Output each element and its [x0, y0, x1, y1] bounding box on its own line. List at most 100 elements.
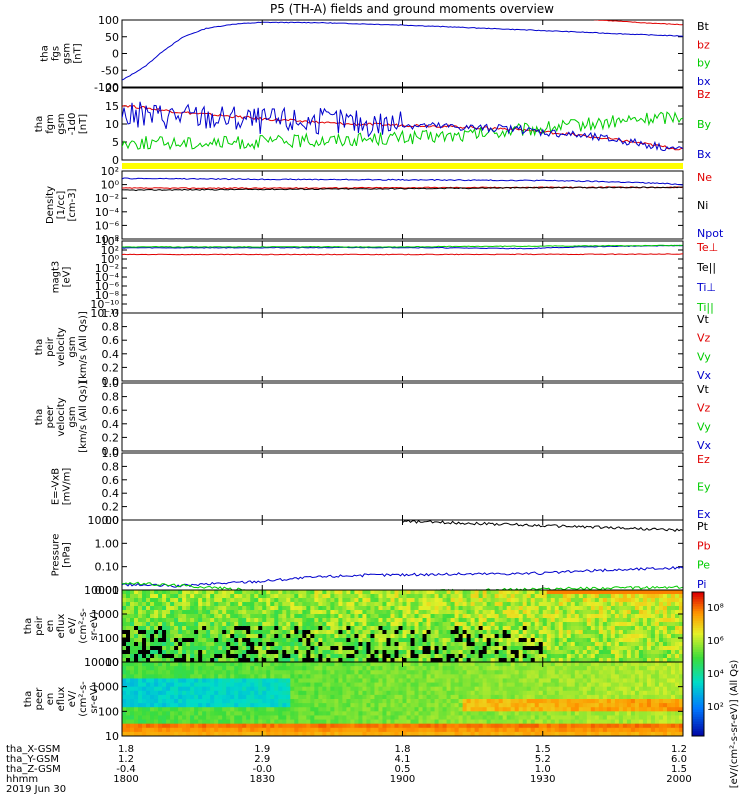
heatmap-cell	[334, 723, 339, 729]
heatmap-cell	[250, 731, 255, 737]
heatmap-cell	[162, 622, 167, 627]
heatmap-cell	[246, 694, 251, 700]
heatmap-cell	[186, 618, 191, 623]
heatmap-cell	[290, 650, 295, 655]
heatmap-cell	[326, 658, 331, 663]
heatmap-cell	[258, 715, 263, 721]
heatmap-cell	[354, 618, 359, 623]
heatmap-cell	[434, 606, 440, 611]
heatmap-cell	[354, 610, 359, 615]
heatmap-cell	[534, 622, 540, 627]
heatmap-cell	[322, 614, 327, 619]
heatmap-cell	[438, 646, 444, 651]
heatmap-cell	[290, 670, 295, 675]
heatmap-cell	[170, 614, 175, 619]
heatmap-cell	[666, 618, 672, 623]
heatmap-cell	[518, 723, 524, 729]
heatmap-cell	[318, 606, 323, 611]
heatmap-cell	[670, 614, 676, 619]
heatmap-cell	[398, 590, 403, 595]
heatmap-cell	[438, 662, 444, 667]
heatmap-cell	[166, 650, 171, 655]
heatmap-cell	[602, 642, 608, 647]
heatmap-cell	[218, 650, 223, 655]
heatmap-cell	[438, 674, 444, 679]
heatmap-cell	[326, 642, 331, 647]
heatmap-cell	[174, 638, 179, 643]
heatmap-cell	[234, 622, 239, 627]
heatmap-cell	[646, 610, 652, 615]
heatmap-cell	[590, 727, 596, 733]
heatmap-cell	[162, 715, 167, 721]
heatmap-cell	[442, 719, 448, 725]
heatmap-cell	[430, 658, 436, 663]
legend-green: By	[697, 118, 712, 131]
heatmap-cell	[194, 715, 199, 721]
heatmap-cell	[606, 610, 612, 615]
heatmap-cell	[542, 658, 548, 663]
heatmap-cell	[450, 715, 456, 721]
heatmap-cell	[262, 670, 267, 675]
heatmap-cell	[142, 719, 147, 725]
heatmap-cell	[278, 618, 283, 623]
heatmap-cell	[450, 707, 456, 712]
heatmap-cell	[258, 703, 263, 708]
heatmap-cell	[502, 634, 508, 639]
heatmap-cell	[170, 711, 175, 716]
heatmap-cell	[342, 711, 347, 716]
heatmap-cell	[182, 594, 187, 599]
heatmap-cell	[134, 626, 139, 631]
heatmap-cell	[594, 670, 600, 675]
heatmap-cell	[246, 703, 251, 708]
heatmap-cell	[574, 602, 580, 607]
heatmap-cell	[514, 731, 520, 737]
heatmap-cell	[510, 703, 516, 708]
heatmap-cell	[310, 646, 315, 651]
heatmap-cell	[190, 622, 195, 627]
heatmap-cell	[650, 654, 656, 659]
heatmap-cell	[326, 646, 331, 651]
heatmap-cell	[378, 690, 383, 696]
heatmap-cell	[458, 678, 464, 684]
heatmap-cell	[246, 707, 251, 712]
heatmap-cell	[650, 610, 656, 615]
heatmap-cell	[334, 618, 339, 623]
figure-title: P5 (TH-A) fields and ground moments over…	[270, 2, 554, 16]
heatmap-cell	[282, 686, 287, 692]
heatmap-cell	[322, 694, 327, 700]
heatmap-cell	[178, 694, 183, 700]
heatmap-cell	[246, 622, 251, 627]
heatmap-cell	[306, 674, 311, 679]
heatmap-cell	[278, 694, 283, 700]
heatmap-cell	[582, 678, 588, 684]
heatmap-cell	[266, 614, 271, 619]
heatmap-cell	[566, 646, 572, 651]
heatmap-cell	[314, 626, 319, 631]
heatmap-cell	[254, 634, 259, 639]
heatmap-cell	[410, 626, 416, 631]
heatmap-cell	[342, 598, 347, 603]
heatmap-cell	[350, 654, 355, 659]
heatmap-cell	[218, 666, 223, 671]
heatmap-cell	[306, 638, 311, 643]
heatmap-cell	[630, 594, 636, 599]
heatmap-cell	[134, 606, 139, 611]
heatmap-cell	[370, 650, 375, 655]
heatmap-cell	[250, 727, 255, 733]
heatmap-cell	[218, 711, 223, 716]
heatmap-cell	[402, 658, 408, 663]
heatmap-cell	[314, 723, 319, 729]
heatmap-cell	[234, 715, 239, 721]
heatmap-cell	[222, 694, 227, 700]
heatmap-cell	[558, 602, 564, 607]
heatmap-cell	[170, 598, 175, 603]
heatmap-cell	[270, 723, 275, 729]
heatmap-cell	[430, 614, 436, 619]
heatmap-cell	[514, 666, 520, 671]
heatmap-cell	[646, 590, 652, 595]
heatmap-cell	[582, 630, 588, 635]
heatmap-cell	[398, 602, 403, 607]
heatmap-cell	[478, 703, 484, 708]
heatmap-cell	[674, 606, 680, 611]
